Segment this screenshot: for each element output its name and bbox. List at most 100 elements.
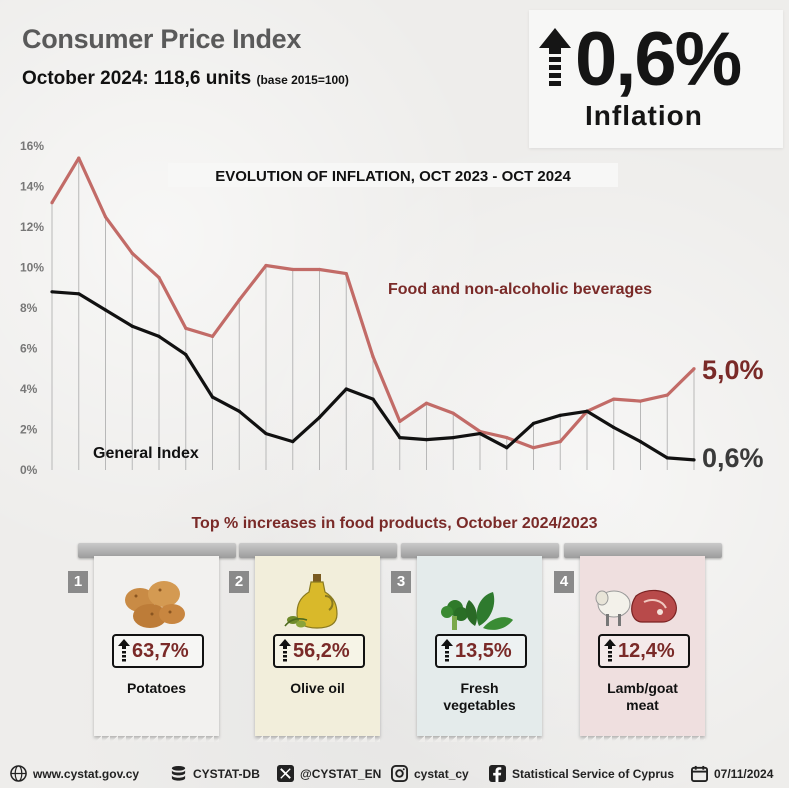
data-point (344, 387, 348, 391)
inflation-line-chart: EVOLUTION OF INFLATION, OCT 2023 - OCT 2… (20, 139, 764, 477)
card-hanger-bar (564, 543, 722, 558)
potatoes-icon (125, 581, 185, 628)
data-point (424, 401, 429, 405)
y-tick-label: 12% (20, 220, 44, 234)
data-point (264, 263, 268, 268)
product-name: Fresh vegetables (443, 680, 516, 713)
data-point (558, 440, 562, 444)
olive-oil-icon (284, 574, 338, 629)
y-tick-label: 6% (20, 342, 38, 356)
percent-box: 12,4% (598, 634, 690, 668)
series-label-general: General Index (93, 445, 199, 462)
up-arrow-icon (539, 28, 571, 86)
rank-badge: 4 (554, 571, 574, 593)
card-hanger-bar (239, 543, 397, 558)
data-point (50, 201, 54, 205)
percent-value: 12,4% (618, 640, 675, 662)
data-point (531, 446, 536, 450)
footer-website[interactable]: www.cystat.gov.cy (10, 764, 139, 783)
facebook-icon (489, 765, 506, 783)
y-tick-label: 0% (20, 463, 38, 477)
percent-box: 13,5% (435, 634, 527, 668)
footer-date-text: 07/11/2024 (714, 766, 774, 781)
card-hanger-bar (401, 543, 559, 558)
data-point (317, 267, 322, 272)
data-point (558, 413, 562, 417)
data-point (478, 431, 482, 436)
data-point (210, 334, 215, 338)
up-arrow-icon (279, 639, 291, 662)
footer-date: 07/11/2024 (691, 764, 774, 783)
up-arrow-icon (118, 639, 130, 662)
card-paper: 63,7% Potatoes (94, 556, 219, 742)
data-point (157, 276, 161, 280)
footer-db[interactable]: CYSTAT-DB (170, 764, 260, 782)
data-point (451, 436, 455, 440)
y-tick-label: 10% (20, 261, 44, 275)
end-label-general: 0,6% (702, 443, 764, 473)
footer-twitter[interactable]: @CYSTAT_EN (277, 764, 382, 783)
y-tick-label: 2% (20, 423, 38, 437)
footer-instagram[interactable]: cystat_cy (391, 764, 469, 783)
data-point (451, 411, 455, 415)
card-hanger-bar (78, 543, 236, 558)
y-tick-label: 14% (20, 180, 44, 194)
data-point (157, 334, 161, 338)
y-tick-label: 16% (20, 139, 44, 153)
data-point (371, 397, 375, 401)
lamb-meat-icon (595, 589, 677, 626)
inflation-label: Inflation (585, 100, 703, 131)
data-point (291, 440, 295, 444)
data-point (264, 431, 268, 436)
end-label-food: 5,0% (702, 355, 764, 385)
product-card: 12,4% Lamb/goat meat 4 (554, 543, 722, 742)
footer-twitter-text: @CYSTAT_EN (300, 766, 382, 781)
card-paper: 56,2% Olive oil (255, 556, 380, 742)
data-point (398, 419, 402, 423)
data-point (585, 409, 589, 413)
percent-value: 13,5% (455, 640, 512, 662)
series-label-food: Food and non-alcoholic beverages (388, 281, 652, 298)
percent-box: 56,2% (273, 634, 365, 668)
vegetables-icon (441, 592, 513, 630)
y-tick-label: 4% (20, 382, 38, 396)
data-point (505, 446, 509, 450)
percent-value: 56,2% (293, 640, 350, 662)
up-arrow-icon (604, 639, 616, 662)
up-arrow-icon (441, 639, 453, 662)
data-point (103, 308, 108, 312)
cpi-value-text: October 2024: 118,6 units (22, 68, 252, 89)
data-point (184, 326, 188, 330)
card-paper: 12,4% Lamb/goat meat (580, 556, 705, 742)
product-card: 13,5% Fresh vegetables 3 (391, 543, 559, 742)
footer-facebook-text: Statistical Service of Cyprus (512, 766, 675, 781)
data-point (612, 397, 616, 401)
footer-facebook[interactable]: Statistical Service of Cyprus (489, 764, 675, 783)
data-point (77, 156, 81, 160)
data-point (692, 458, 696, 462)
page-subtitle: October 2024: 118,6 units (base 2015=100… (22, 68, 349, 90)
data-point (665, 456, 669, 460)
data-point (184, 352, 188, 357)
data-point (612, 425, 616, 430)
card-paper: 13,5% Fresh vegetables (417, 556, 542, 742)
product-card: 63,7% Potatoes 1 (68, 543, 236, 742)
data-point (505, 436, 509, 440)
percent-box: 63,7% (112, 634, 204, 668)
data-point (77, 292, 81, 296)
data-point (237, 298, 241, 302)
page-title: Consumer Price Index (22, 24, 302, 54)
chart-title-band (168, 163, 618, 187)
product-name: Olive oil (290, 680, 345, 696)
globe-icon (10, 765, 27, 783)
data-point (371, 355, 375, 359)
data-point (344, 271, 348, 276)
data-point (291, 267, 295, 272)
footer: www.cystat.gov.cy CYSTAT-DB @CYSTAT_EN c… (0, 758, 789, 786)
data-point (130, 251, 134, 255)
inflation-value: 0,6% (575, 17, 742, 102)
data-point (665, 393, 669, 397)
data-point (103, 215, 108, 219)
rank-badge: 1 (68, 571, 88, 593)
cpi-base-text: (base 2015=100) (256, 73, 349, 87)
